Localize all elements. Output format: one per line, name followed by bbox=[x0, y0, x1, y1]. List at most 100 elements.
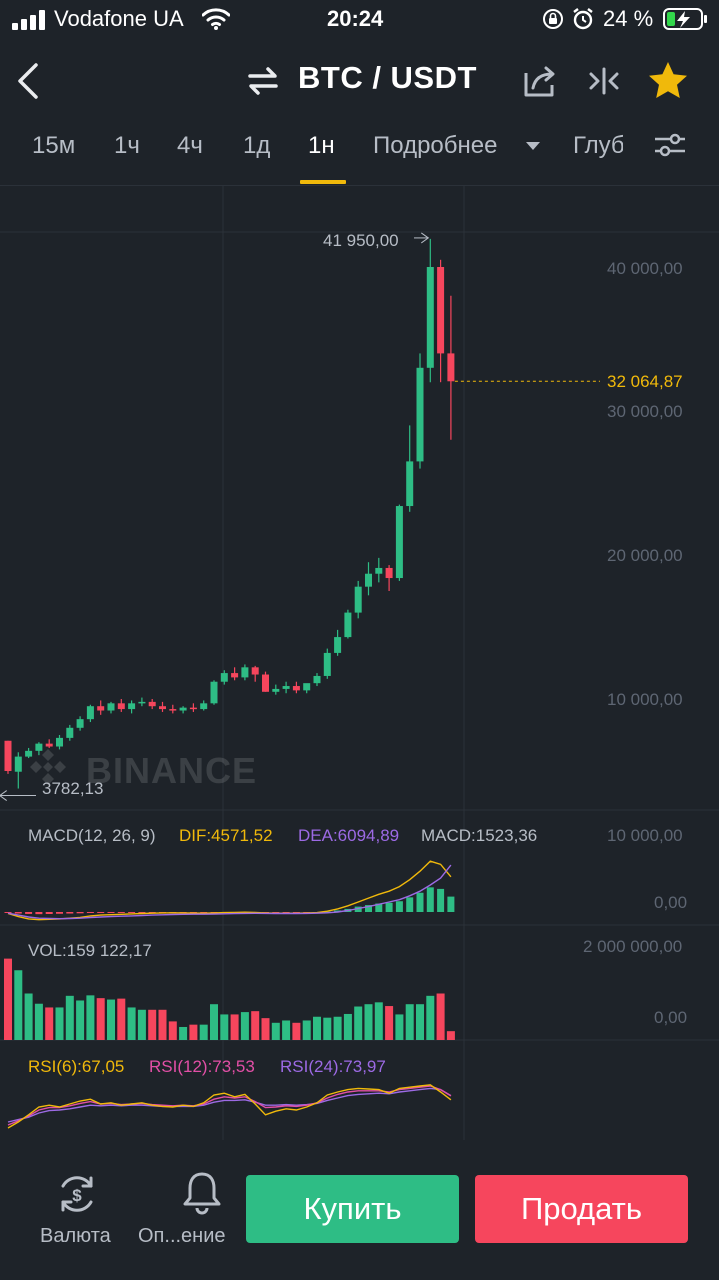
clock: 20:24 bbox=[327, 6, 384, 31]
pair-title[interactable]: BTC / USDT bbox=[298, 60, 477, 95]
volume-bar bbox=[65, 995, 74, 1040]
tab-depth[interactable]: Глуб bbox=[573, 132, 623, 159]
volume-bar bbox=[189, 1024, 198, 1040]
rsi12-line bbox=[7, 1085, 452, 1126]
volume-bar bbox=[240, 1012, 249, 1040]
candle-body bbox=[128, 703, 136, 710]
volume-bar bbox=[261, 1018, 270, 1040]
volume-bar bbox=[271, 1022, 280, 1040]
candle-body bbox=[406, 461, 414, 507]
alert-label[interactable]: Оп...ение bbox=[138, 1225, 226, 1247]
volume-bar bbox=[323, 1017, 332, 1040]
settings-sliders-icon[interactable] bbox=[654, 132, 686, 158]
volume-bar bbox=[34, 1003, 43, 1040]
carrier-name: Vodafone UA bbox=[54, 6, 184, 31]
candle-body bbox=[292, 686, 300, 691]
macd-histogram-bar bbox=[86, 912, 94, 913]
candle-body bbox=[313, 675, 321, 684]
tab-1w[interactable]: 1н bbox=[308, 132, 335, 159]
high-price-marker: 41 950,00 bbox=[323, 231, 399, 250]
macd-lines-group bbox=[7, 860, 452, 921]
candlestick-chart[interactable] bbox=[0, 185, 719, 1140]
candle-body bbox=[334, 637, 342, 653]
candle-body bbox=[4, 740, 12, 771]
candle-body bbox=[35, 743, 43, 751]
volume-bar bbox=[313, 1016, 321, 1040]
y-label-30000: 30 000,00 bbox=[607, 402, 683, 421]
status-bar: Vodafone UA 20:24 24 % bbox=[0, 0, 719, 40]
candle-body bbox=[14, 756, 22, 772]
macd-histogram-bar bbox=[66, 912, 74, 914]
star-icon[interactable] bbox=[647, 60, 689, 100]
macd-histogram-bar bbox=[14, 912, 22, 914]
current-price-label: 32 064,87 bbox=[607, 372, 683, 391]
wifi-icon bbox=[202, 8, 230, 30]
volume-bar bbox=[251, 1011, 260, 1040]
low-marker-arrow bbox=[0, 790, 7, 801]
swap-icon[interactable] bbox=[247, 66, 279, 96]
candle-body bbox=[66, 727, 74, 738]
macd-histogram-bar bbox=[426, 887, 434, 912]
chevron-down-icon bbox=[526, 142, 540, 150]
candle-body bbox=[251, 667, 259, 675]
candle-body bbox=[56, 737, 63, 747]
candle-body bbox=[179, 707, 187, 711]
tab-15m[interactable]: 15м bbox=[32, 132, 76, 159]
macd-histogram-bar bbox=[395, 901, 403, 912]
compare-icon[interactable] bbox=[588, 66, 620, 96]
volume-bar bbox=[405, 1004, 414, 1040]
sell-button[interactable]: Продать bbox=[475, 1175, 688, 1243]
watermark-text: BINANCE bbox=[86, 750, 258, 791]
volume-bar bbox=[117, 998, 126, 1040]
macd-histogram-bar bbox=[385, 902, 393, 912]
buy-button[interactable]: Купить bbox=[246, 1175, 459, 1243]
currency-convert-icon[interactable]: $ bbox=[55, 1172, 99, 1216]
macd-histogram-bar bbox=[416, 892, 424, 912]
tab-1d[interactable]: 1д bbox=[243, 132, 271, 159]
tab-more[interactable]: Подробнее bbox=[373, 132, 498, 159]
candle-body bbox=[395, 506, 403, 579]
candle-body bbox=[210, 681, 218, 704]
svg-text:$: $ bbox=[72, 1186, 82, 1205]
low-price-marker: 3782,13 bbox=[42, 779, 104, 798]
volume-bar bbox=[14, 970, 23, 1040]
tab-1h[interactable]: 1ч bbox=[114, 132, 140, 159]
battery-percent: 24 % bbox=[603, 6, 654, 31]
share-icon[interactable] bbox=[522, 63, 558, 99]
macd-histogram-bar bbox=[334, 910, 342, 912]
settings-area bbox=[624, 118, 719, 184]
chart-area[interactable]: BINANCE 41 950,00 3782,13 32 064,87 40 0… bbox=[0, 185, 719, 1140]
candle-body bbox=[416, 367, 424, 462]
volume-bar bbox=[230, 1014, 239, 1040]
y-label-10000: 10 000,00 bbox=[607, 690, 683, 709]
macd-histogram-bar bbox=[437, 888, 445, 912]
candle-body bbox=[117, 703, 125, 710]
macd-histogram-bar bbox=[354, 906, 362, 912]
tab-4h[interactable]: 4ч bbox=[177, 132, 203, 159]
volume-bar bbox=[4, 958, 12, 1040]
tab-depth-clip: Глуб bbox=[573, 118, 623, 170]
candle-body bbox=[272, 688, 280, 692]
rsi-lines-group bbox=[7, 1084, 452, 1129]
macd-histogram-bar bbox=[117, 912, 125, 913]
macd-histogram-bar bbox=[76, 912, 84, 914]
rsi12-value: RSI(12):73,53 bbox=[149, 1057, 255, 1076]
active-tab-indicator bbox=[300, 180, 346, 184]
candle-body bbox=[86, 706, 94, 720]
battery-charging-icon bbox=[663, 8, 707, 30]
rsi6-line bbox=[7, 1084, 452, 1129]
candle-body bbox=[375, 567, 383, 574]
macd-title: MACD(12, 26, 9) bbox=[28, 826, 156, 845]
macd-histogram-bar bbox=[128, 912, 136, 913]
bell-icon[interactable] bbox=[181, 1170, 223, 1216]
macd-histogram-bar bbox=[45, 912, 53, 915]
alarm-icon bbox=[573, 8, 593, 30]
macd-histogram-bar bbox=[35, 912, 43, 915]
volume-bar bbox=[354, 1006, 363, 1040]
back-icon[interactable] bbox=[14, 62, 42, 100]
volume-bar bbox=[374, 1002, 383, 1040]
volume-bar bbox=[137, 1009, 146, 1040]
currency-label[interactable]: Валюта bbox=[40, 1225, 111, 1247]
macd-histogram-bar bbox=[56, 912, 63, 914]
candle-body bbox=[97, 706, 105, 711]
